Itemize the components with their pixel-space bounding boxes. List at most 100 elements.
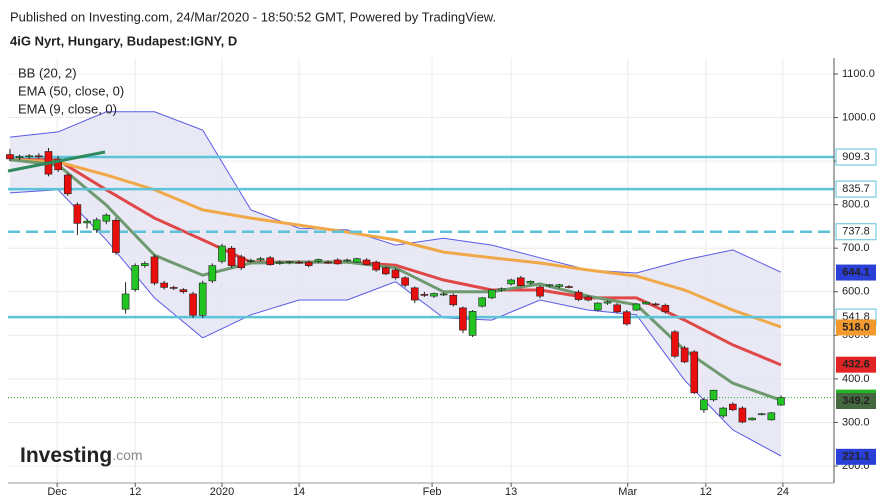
band-upper [9, 111, 782, 274]
candle-body [92, 219, 101, 231]
candle-body [632, 303, 641, 311]
candle-body [516, 277, 525, 286]
price-badge-label: 221.1 [842, 451, 870, 463]
candle-body [391, 269, 400, 279]
candle-body [54, 158, 62, 171]
candle-body [112, 220, 120, 253]
x-tick-label: Feb [423, 486, 442, 498]
price-badge [836, 356, 876, 373]
candle-body [382, 267, 390, 275]
published-note: Published on Investing.com, 24/Mar/2020 … [10, 9, 496, 24]
y-tick-label: 700.0 [842, 242, 870, 254]
candle-body [198, 282, 207, 316]
ema-line [9, 158, 782, 402]
candle-body [256, 258, 265, 261]
candle-body [603, 301, 612, 304]
candle-body [35, 155, 43, 158]
candle-body [449, 294, 458, 306]
candle-body [73, 204, 82, 224]
candle-body [227, 247, 236, 266]
candle-body [304, 261, 313, 266]
candle-body [189, 293, 197, 316]
x-tick-label: 24 [777, 486, 789, 498]
candle-body [131, 265, 140, 290]
level-label: 835.7 [842, 183, 870, 195]
candle-body [478, 297, 487, 307]
level-label: 737.8 [842, 226, 870, 238]
candle-body [555, 284, 564, 287]
band-basis [9, 156, 782, 367]
candle-body [613, 304, 621, 313]
y-tick-label: 800.0 [842, 199, 870, 211]
candle-body [690, 351, 699, 394]
legend-entry: EMA (50, close, 0) [18, 83, 124, 98]
y-tick-label: 600.0 [842, 286, 870, 298]
candle-body [420, 294, 429, 296]
candle-body [545, 284, 554, 287]
candle-body [430, 293, 438, 297]
plot [6, 111, 834, 457]
ema-line [9, 158, 782, 329]
price-badge [836, 393, 876, 410]
candle-body [526, 281, 535, 284]
candle-body [738, 407, 747, 423]
candle-body [247, 260, 255, 262]
candle-body [150, 256, 159, 284]
x-tick-label: 13 [505, 486, 517, 498]
candle-body [275, 261, 284, 264]
candle-body [565, 286, 573, 288]
candle-body [439, 293, 448, 296]
candle-body [700, 399, 708, 411]
level-badge [835, 180, 877, 198]
axes: 200.0300.0400.0500.0600.0700.0800.0900.0… [47, 68, 877, 498]
candle-body [728, 403, 737, 411]
candle-body [25, 155, 34, 158]
candle-body [767, 412, 776, 421]
candle-body [218, 245, 226, 262]
candle-body [333, 259, 342, 265]
candle-body [574, 291, 583, 300]
band-fill [9, 111, 781, 457]
candle-body [488, 289, 496, 299]
candle-body [63, 174, 72, 195]
candle-body [343, 259, 352, 262]
candle-body [295, 261, 303, 264]
price-badge-label: 349.2 [842, 395, 870, 407]
price-badge [836, 264, 876, 281]
y-tick-label: 300.0 [842, 416, 870, 428]
price-badge-label: 432.6 [842, 359, 870, 371]
candle-body [459, 307, 467, 331]
level-badge [835, 223, 877, 241]
candle-body [160, 282, 168, 288]
level-label: 909.3 [842, 151, 870, 163]
y-tick-label: 1100.0 [842, 68, 875, 80]
trend-line [7, 150, 106, 173]
candle-body [179, 289, 188, 293]
candle-body [507, 279, 515, 285]
candle-body [266, 257, 274, 266]
x-tick-label: 2020 [210, 486, 234, 498]
price-badge [836, 319, 876, 336]
candle-body [757, 413, 766, 416]
candle-body [121, 293, 130, 310]
chart-title: 4iG Nyrt, Hungary, Budapest:IGNY, D [10, 33, 237, 48]
candle-body [372, 261, 380, 271]
price-badge [836, 448, 876, 465]
candle-body [622, 311, 631, 325]
candle-body [777, 397, 785, 406]
candle-body [83, 220, 91, 224]
candle-body [748, 417, 756, 421]
legend-entry: BB (20, 2) [18, 65, 77, 80]
candle-body [208, 265, 217, 282]
candle-body [584, 296, 593, 301]
candle-body [671, 331, 679, 357]
logo-suffix: .com [112, 447, 142, 463]
x-tick-label: Dec [47, 486, 67, 498]
candle-body [314, 259, 323, 262]
candle-body [141, 263, 149, 266]
x-tick-label: Mar [618, 486, 637, 498]
candle-body [497, 288, 506, 291]
candle-body [401, 277, 409, 286]
candle-body [642, 301, 650, 305]
price-badge-label: 518.0 [842, 321, 870, 333]
